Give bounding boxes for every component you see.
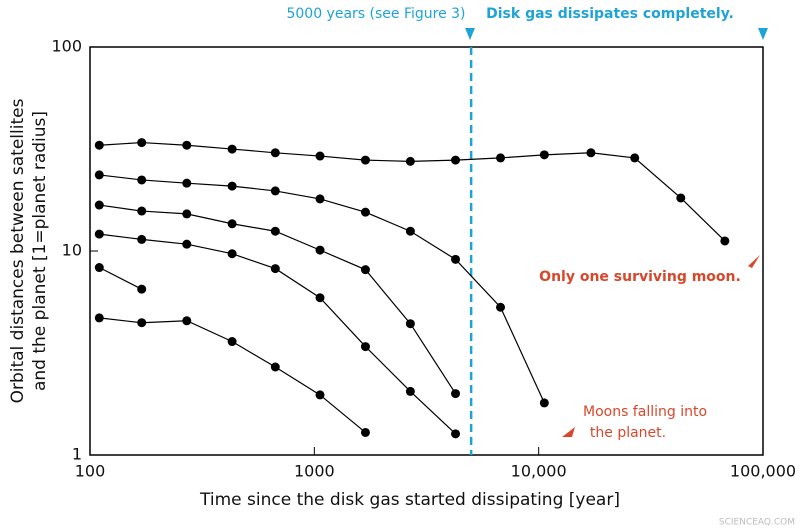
data-point bbox=[227, 219, 237, 229]
data-point bbox=[137, 284, 147, 294]
data-point bbox=[182, 140, 192, 150]
data-point bbox=[94, 313, 104, 323]
data-point bbox=[496, 153, 506, 163]
data-point bbox=[360, 207, 370, 217]
data-point bbox=[227, 249, 237, 259]
data-point bbox=[94, 200, 104, 210]
x-tick-label: 10,000 bbox=[511, 462, 567, 481]
data-point bbox=[360, 342, 370, 352]
arrow bbox=[465, 28, 475, 40]
series-line bbox=[99, 317, 366, 433]
arrow bbox=[562, 427, 575, 437]
annotation: Disk gas dissipates completely. bbox=[486, 6, 734, 22]
data-point bbox=[360, 265, 370, 275]
data-point bbox=[676, 193, 686, 203]
data-point bbox=[137, 206, 147, 216]
y-tick-label: 1 bbox=[72, 445, 82, 464]
annotation: Moons falling into bbox=[583, 404, 707, 420]
data-point bbox=[539, 398, 549, 408]
data-point bbox=[270, 186, 280, 196]
data-point bbox=[94, 263, 104, 273]
series-line bbox=[99, 233, 456, 435]
data-point bbox=[360, 155, 370, 165]
y-axis-label: and the planet [1=planet radius] bbox=[30, 111, 50, 391]
y-axis-label: Orbital distances between satellites bbox=[8, 98, 28, 403]
arrow bbox=[758, 28, 768, 40]
y-tick-label: 10 bbox=[62, 241, 82, 260]
series-line bbox=[99, 174, 545, 404]
data-point bbox=[315, 245, 325, 255]
data-point bbox=[315, 293, 325, 303]
data-point bbox=[270, 362, 280, 372]
data-point bbox=[182, 209, 192, 219]
plot-frame bbox=[89, 46, 764, 456]
data-point bbox=[137, 234, 147, 244]
data-point bbox=[137, 138, 147, 148]
data-point bbox=[360, 427, 370, 437]
data-point bbox=[451, 389, 461, 399]
x-axis-label: Time since the disk gas started dissipat… bbox=[199, 490, 620, 510]
data-point bbox=[315, 390, 325, 400]
data-point bbox=[270, 148, 280, 158]
data-point bbox=[720, 236, 730, 246]
x-tick-label: 100,000 bbox=[730, 462, 796, 481]
data-point bbox=[94, 229, 104, 239]
data-point bbox=[94, 140, 104, 150]
annotation: the planet. bbox=[590, 425, 666, 441]
annotation: 5000 years (see Figure 3) bbox=[286, 6, 465, 22]
data-point bbox=[405, 386, 415, 396]
data-point bbox=[451, 254, 461, 264]
data-point bbox=[405, 156, 415, 166]
data-point bbox=[451, 429, 461, 439]
x-tick-label: 1000 bbox=[294, 462, 335, 481]
data-point bbox=[539, 150, 549, 160]
data-point bbox=[227, 337, 237, 347]
data-point bbox=[182, 316, 192, 326]
data-point bbox=[270, 226, 280, 236]
data-point bbox=[270, 264, 280, 274]
data-point bbox=[405, 226, 415, 236]
data-point bbox=[182, 239, 192, 249]
data-point bbox=[137, 175, 147, 185]
y-tick-label: 100 bbox=[51, 37, 82, 56]
arrow bbox=[748, 255, 760, 268]
annotation: Only one surviving moon. bbox=[539, 269, 741, 285]
data-point bbox=[227, 181, 237, 191]
data-point bbox=[405, 319, 415, 329]
data-point bbox=[630, 153, 640, 163]
data-point bbox=[315, 151, 325, 161]
data-point bbox=[496, 302, 506, 312]
data-point bbox=[137, 318, 147, 328]
data-point bbox=[227, 144, 237, 154]
data-point bbox=[315, 194, 325, 204]
data-point bbox=[451, 155, 461, 165]
series-line bbox=[99, 266, 142, 290]
data-point bbox=[182, 178, 192, 188]
watermark: SCIENCEAQ.COM bbox=[719, 518, 795, 528]
x-tick-label: 100 bbox=[75, 462, 106, 481]
data-point bbox=[586, 148, 596, 158]
data-point bbox=[94, 170, 104, 180]
